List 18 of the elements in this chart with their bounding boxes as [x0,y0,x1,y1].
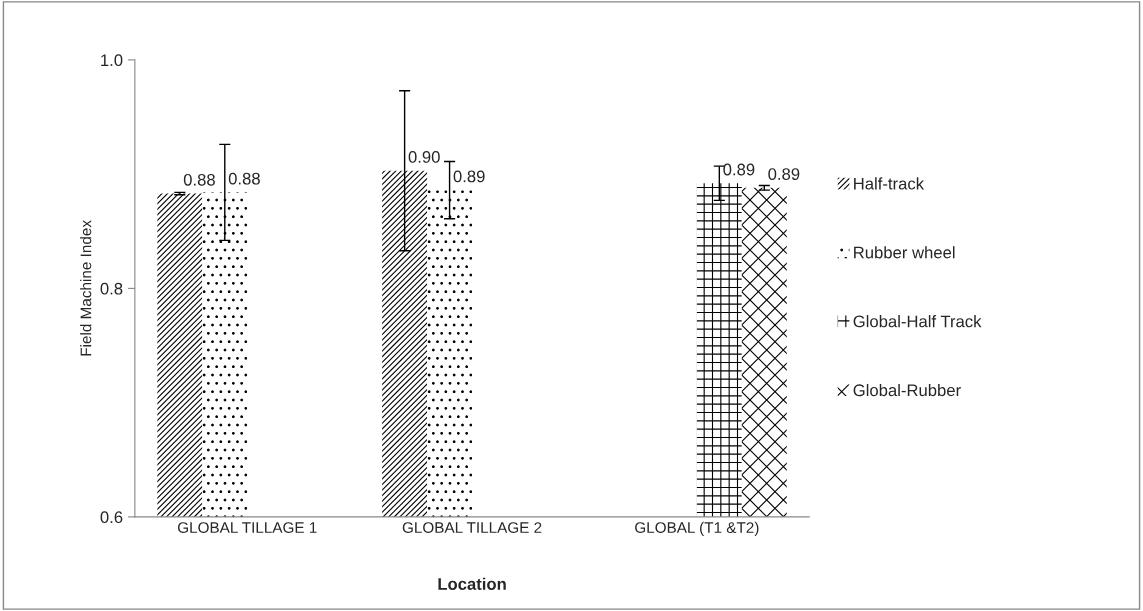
data-label: 0.90 [408,151,440,163]
data-label: 0.89 [768,168,800,180]
y-tick-label: 0.8 [100,282,123,295]
data-label: 0.88 [228,172,260,185]
x-tick-label: GLOBAL TILLAGE 2 [402,522,542,533]
y-tick-label: 1.0 [101,54,123,67]
y-tick-label: 0.6 [100,511,123,524]
data-label: 0.89 [723,163,755,176]
data-label: 0.88 [183,173,215,186]
x-axis-title: Location [438,577,506,590]
data-label: 0.89 [453,170,485,183]
legend-label: Global-Half Track [853,315,982,328]
legend-label: Global-Rubber [853,383,961,397]
y-axis-title: Field Machine Index [80,220,92,356]
x-tick-label: GLOBAL (T1 &T2) [635,521,759,536]
legend-label: Rubber wheel [854,246,955,259]
legend-label: Half-track [854,177,925,190]
x-tick-label: GLOBAL TILLAGE 1 [177,522,317,533]
